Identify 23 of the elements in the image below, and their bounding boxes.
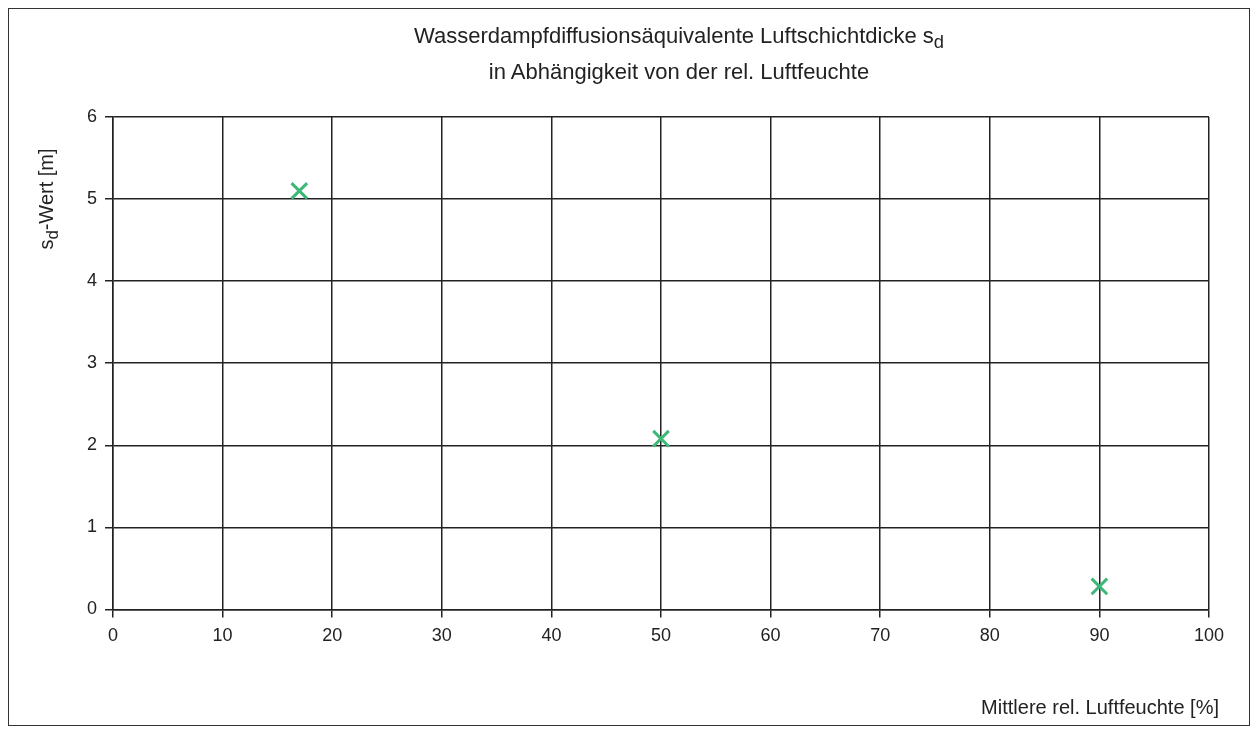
x-tick-label: 30 <box>431 625 452 646</box>
y-tick-label: 2 <box>87 434 98 455</box>
x-tick-label: 50 <box>650 625 672 646</box>
x-tick-label: 90 <box>1089 625 1110 646</box>
y-tick-label: 1 <box>87 516 98 537</box>
y-tick-label: 3 <box>87 352 98 373</box>
x-tick-label: 60 <box>760 625 781 646</box>
y-tick-label: 4 <box>87 270 98 291</box>
x-tick-label: 80 <box>979 625 1000 646</box>
x-tick-label: 40 <box>541 625 562 646</box>
y-tick-label: 0 <box>87 598 98 619</box>
x-tick-label: 0 <box>108 625 119 646</box>
x-tick-label: 70 <box>870 625 891 646</box>
x-tick-label: 20 <box>322 625 343 646</box>
y-tick-label: 6 <box>87 105 98 126</box>
x-tick-label: 10 <box>212 625 233 646</box>
chart-title: Wasserdampfdiffusionsäquivalente Luftschichtdicke s$_{d}$ in Abhängigkeit von der rel. Luftfeuchte <box>414 23 944 85</box>
point <box>1090 577 1109 596</box>
y-tick-label: 5 <box>87 188 98 209</box>
x-axis-title: Mittlere rel. Luftfeuchte [%] <box>981 696 1219 719</box>
point <box>651 429 671 448</box>
x-tick-label: 100 <box>1193 625 1225 646</box>
point <box>290 181 309 201</box>
